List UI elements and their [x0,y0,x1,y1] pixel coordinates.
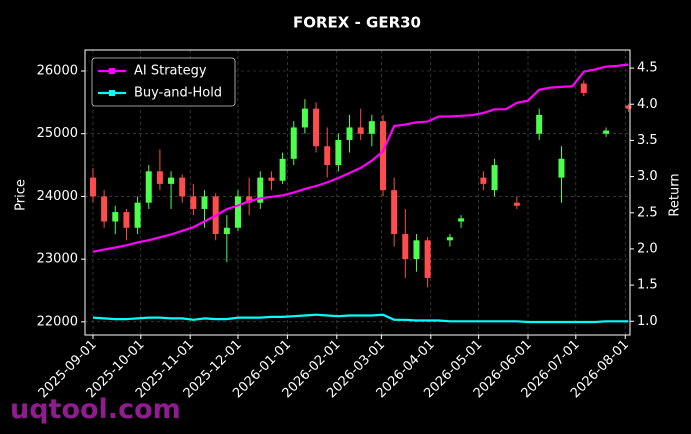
candle-body [179,177,186,197]
candle-body [402,234,409,260]
candle-body [335,139,342,166]
candle-body [190,196,197,209]
candle-body [112,212,119,222]
candle-body [580,83,587,93]
candle-body [480,177,487,184]
candle-body [268,177,275,181]
candle-body [536,114,543,134]
candle-body [625,105,632,109]
candle-body [391,190,398,235]
y2-tick-label: 3.0 [637,169,658,184]
y2-tick-label: 1.0 [637,314,658,329]
legend-marker [109,68,115,74]
y-tick-label: 22000 [37,314,78,329]
candle-body [458,218,465,222]
candle-body [134,202,141,228]
candle-body [301,108,308,128]
legend-box [91,57,236,107]
y2-tick-label: 2.5 [637,205,658,220]
y2-tick-label: 4.5 [637,61,658,76]
candle-body [491,165,498,191]
y2-axis-label: Return [668,173,683,216]
legend-label: Buy-and-Hold [134,86,222,101]
candle-body [123,212,130,228]
candle-body [246,196,253,203]
candle-body [513,202,520,206]
series-line [92,313,629,324]
candle-body [290,127,297,159]
candle-body [156,171,163,184]
candle-body [357,127,364,134]
candle-body [201,196,208,209]
y-tick-label: 24000 [37,189,78,204]
y-tick-label: 25000 [37,126,78,141]
y-axis-label: Price [14,179,29,211]
candle-body [446,237,453,241]
candle-body [603,130,610,134]
y-tick-label: 23000 [37,252,78,267]
candle-body [424,240,431,278]
watermark: uqtool.com [10,394,181,425]
candle-body [313,108,320,147]
y2-tick-label: 3.5 [637,133,658,148]
candle-body [324,146,331,166]
candle-body [223,227,230,235]
candle-body [558,158,565,178]
candle-body [257,177,264,203]
legend-label: AI Strategy [134,64,207,79]
candle-body [379,121,386,191]
series-line [92,63,629,253]
candle-body [279,158,286,181]
candle-body [89,177,96,197]
y2-tick-label: 2.0 [637,241,658,256]
legend-marker [109,90,115,96]
y2-tick-label: 1.5 [637,278,658,293]
y-tick-label: 26000 [37,64,78,79]
candle-body [234,196,241,228]
candle-body [168,177,175,184]
candle-body [346,127,353,140]
plot-frame [84,49,631,336]
candle-body [413,240,420,260]
candle-body [101,196,108,222]
candle-body [368,121,375,134]
candle-body [145,171,152,203]
y2-tick-label: 4.0 [637,97,658,112]
chart-title: FOREX - GER30 [293,14,421,32]
